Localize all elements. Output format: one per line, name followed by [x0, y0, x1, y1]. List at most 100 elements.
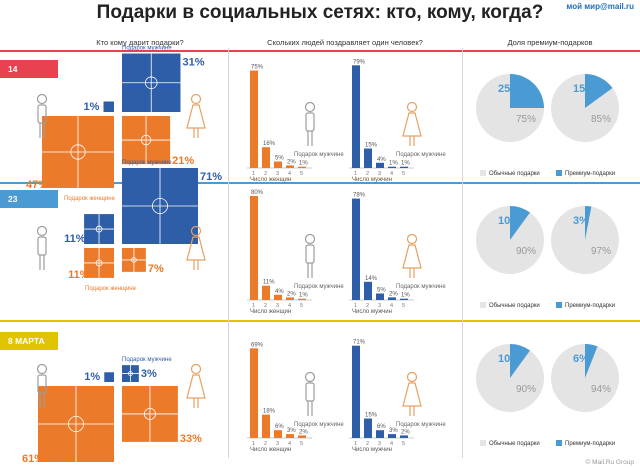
x-tick-label: 1: [252, 171, 255, 177]
bar-value-label: 1%: [299, 161, 308, 167]
gift-type-label: Подарок мужчине: [396, 284, 446, 290]
bar: [400, 435, 408, 438]
man-figure: [37, 374, 47, 394]
pie-men-premium-label: 10%: [498, 353, 520, 365]
x-tick-label: 5: [300, 171, 303, 177]
pct-woman-to-man: 71%: [200, 171, 222, 183]
legend-premium-label: Премиум-подарки: [565, 171, 615, 177]
bar-value-label: 1%: [389, 161, 398, 167]
bar-value-label: 15%: [365, 143, 378, 149]
bar: [352, 65, 360, 168]
legend-premium-swatch: [556, 302, 562, 308]
legend-regular-swatch: [480, 170, 486, 176]
bar-value-label: 6%: [377, 424, 386, 430]
bar: [250, 70, 258, 168]
gift-box-to-man-bow: [128, 371, 133, 376]
bar-value-label: 6%: [275, 424, 284, 430]
pct-woman-to-man: 31%: [182, 57, 204, 69]
x-tick-label: 3: [276, 171, 279, 177]
gift-type-label: Подарок мужчине: [294, 152, 344, 158]
woman-figure: [406, 371, 418, 383]
bar: [250, 196, 258, 300]
pie-men-premium-label: 10%: [498, 215, 520, 227]
woman-figure: [190, 225, 202, 237]
pie-men-premium-slice: [510, 74, 544, 108]
label-gift-to-man: Подарок мужчине: [122, 160, 172, 166]
bar: [286, 297, 294, 300]
bar: [262, 285, 270, 300]
row-tag-mar8: 8 МАРТА: [0, 332, 58, 350]
bar-value-label: 2%: [287, 291, 296, 297]
gift-box-to-woman-bow: [95, 259, 103, 267]
x-axis-title: Число мужчин: [352, 309, 392, 315]
bar: [274, 161, 282, 168]
bar-value-label: 4%: [377, 157, 386, 163]
pie-women-premium-slice: [585, 206, 592, 240]
x-tick-label: 3: [276, 303, 279, 309]
pct-man-to-woman: 21%: [172, 155, 194, 167]
bar: [298, 435, 306, 438]
woman-figure: [190, 93, 202, 105]
bar: [400, 298, 408, 300]
pie-women-regular-label: 85%: [591, 114, 611, 125]
gift-type-label: Подарок мужчине: [294, 422, 344, 428]
column-divider: [228, 48, 229, 458]
bar-value-label: 3%: [389, 428, 398, 434]
bar: [274, 430, 282, 438]
x-tick-label: 2: [264, 171, 267, 177]
x-axis-title: Число женщин: [250, 447, 291, 453]
x-tick-label: 3: [378, 441, 381, 447]
column-header-premium-share: Доля премиум-подарков: [507, 38, 593, 47]
bar-value-label: 2%: [389, 291, 398, 297]
bar-value-label: 2%: [401, 429, 410, 435]
woman-figure: [186, 236, 206, 261]
gift-box-to-woman-bow: [68, 415, 85, 432]
bar-value-label: 71%: [353, 340, 366, 346]
pct-man-to-woman: 33%: [180, 433, 202, 445]
row-separator: [0, 50, 640, 52]
x-tick-label: 1: [354, 171, 357, 177]
pct-woman-to-woman: 1%: [84, 371, 100, 383]
pie-women-regular-label: 97%: [591, 246, 611, 257]
legend-premium-swatch: [556, 170, 562, 176]
label-gift-to-man: Подарок мужчине: [122, 46, 172, 52]
x-tick-label: 2: [264, 441, 267, 447]
pie-women-premium-label: 15%: [573, 83, 595, 95]
bar-value-label: 5%: [377, 288, 386, 294]
man-figure: [36, 363, 48, 375]
legend-regular-label: Обычные подарки: [489, 303, 540, 309]
x-tick-label: 2: [366, 441, 369, 447]
row-tag-feb14: 14 ФЕВРАЛЯ: [0, 60, 58, 92]
x-tick-label: 4: [390, 441, 393, 447]
pie-women-premium-label: 3%: [573, 215, 589, 227]
woman-figure: [402, 244, 422, 269]
gift-type-label: Подарок мужчине: [396, 152, 446, 158]
label-gift-to-woman: Подарок женщине: [64, 196, 116, 202]
x-tick-label: 4: [288, 171, 291, 177]
brand-logo[interactable]: мой мир@mail.ru: [566, 2, 634, 11]
man-figure: [304, 101, 316, 113]
x-tick-label: 4: [288, 303, 291, 309]
row-separator: [0, 320, 640, 322]
pie-men-regular-label: 90%: [516, 246, 536, 257]
bar: [262, 414, 270, 438]
bar: [376, 293, 384, 300]
woman-figure: [406, 101, 418, 113]
man-figure: [305, 112, 315, 132]
woman-figure: [402, 112, 422, 137]
x-tick-label: 4: [288, 441, 291, 447]
woman-figure: [190, 363, 202, 375]
pct-woman-to-woman: 1%: [84, 101, 100, 113]
legend-regular-label: Обычные подарки: [489, 171, 540, 177]
label-gift-to-woman: Подарок женщине: [85, 286, 137, 292]
man-figure: [304, 233, 316, 245]
x-tick-label: 3: [378, 171, 381, 177]
bar: [388, 166, 396, 168]
bar-value-label: 16%: [263, 141, 276, 147]
x-axis-title: Число женщин: [250, 309, 291, 315]
bar-value-label: 79%: [353, 59, 366, 65]
bar: [352, 198, 360, 300]
bar: [388, 434, 396, 438]
gift-box-woman-to-woman: [104, 372, 114, 382]
